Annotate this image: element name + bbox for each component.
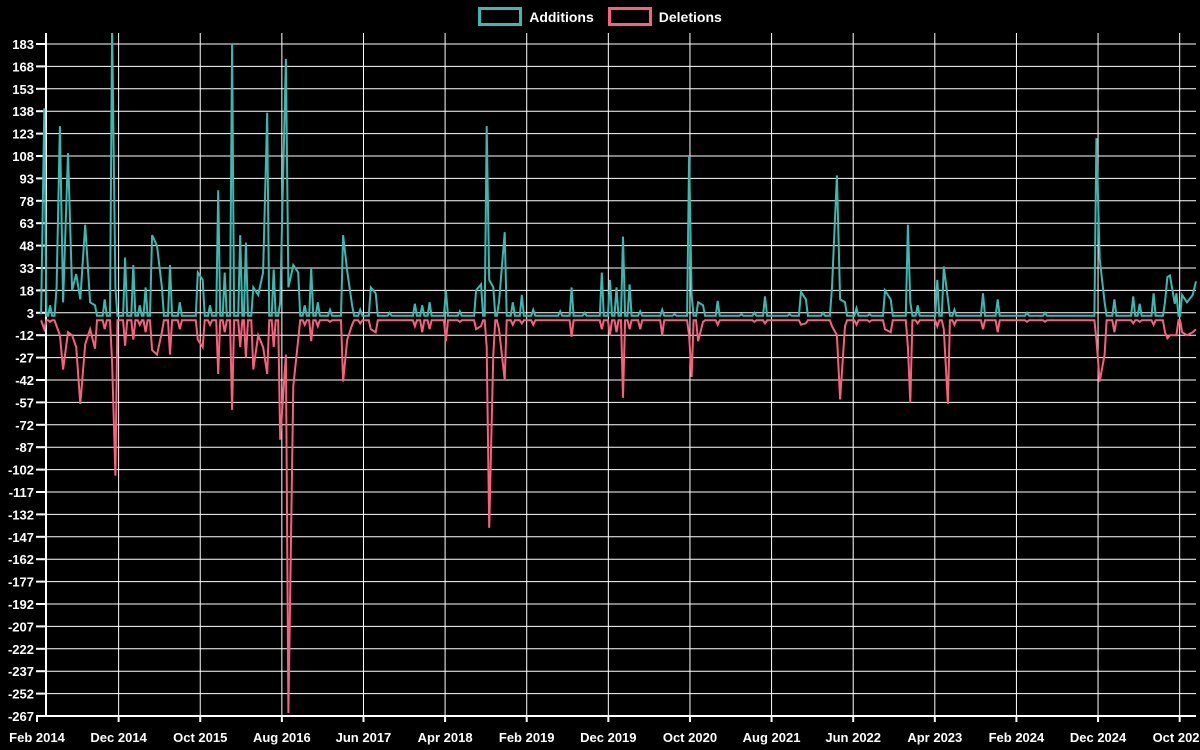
x-tick-label: Dec 2019: [580, 730, 636, 745]
x-tick-label: Apr 2023: [907, 730, 962, 745]
x-tick-label: Apr 2018: [418, 730, 473, 745]
legend-label-additions: Additions: [529, 8, 594, 25]
deletions-swatch-icon: [607, 7, 652, 26]
y-tick-label: -222: [8, 642, 34, 657]
y-tick-label: 3: [27, 306, 34, 321]
y-tick-label: -102: [8, 463, 34, 478]
legend-label-deletions: Deletions: [658, 8, 722, 25]
y-tick-label: 33: [20, 261, 34, 276]
x-tick-label: Jun 2017: [336, 730, 392, 745]
x-tick-label: Oct 2025: [1153, 730, 1200, 745]
legend-item-additions[interactable]: Additions: [478, 7, 594, 26]
x-tick-label: Oct 2015: [173, 730, 227, 745]
x-tick-label: Feb 2019: [499, 730, 555, 745]
y-tick-label: -207: [8, 619, 34, 634]
y-tick-label: 138: [12, 104, 34, 119]
y-tick-label: 123: [12, 127, 34, 142]
y-tick-label: 48: [20, 239, 34, 254]
y-tick-label: -72: [15, 418, 34, 433]
x-tick-label: Aug 2016: [253, 730, 311, 745]
y-tick-label: -12: [15, 328, 34, 343]
y-tick-label: -42: [15, 373, 34, 388]
y-tick-label: -57: [15, 395, 34, 410]
y-tick-label: -252: [8, 687, 34, 702]
x-tick-label: Oct 2020: [663, 730, 717, 745]
x-tick-label: Dec 2024: [1070, 730, 1127, 745]
y-tick-label: -267: [8, 709, 34, 724]
y-tick-label: 93: [20, 171, 34, 186]
x-tick-label: Feb 2014: [9, 730, 65, 745]
y-tick-label: 108: [12, 149, 34, 164]
x-tick-label: Feb 2024: [989, 730, 1045, 745]
y-tick-label: 63: [20, 216, 34, 231]
y-tick-label: 153: [12, 82, 34, 97]
y-tick-label: -117: [9, 485, 34, 500]
y-tick-label: -87: [15, 440, 34, 455]
additions-swatch-icon: [478, 7, 523, 26]
y-tick-label: -27: [15, 351, 34, 366]
y-tick-label: 168: [12, 59, 34, 74]
legend-item-deletions[interactable]: Deletions: [607, 7, 722, 26]
y-tick-label: -147: [8, 530, 34, 545]
y-tick-label: -132: [8, 507, 34, 522]
y-tick-label: 183: [12, 37, 34, 52]
y-tick-label: 18: [20, 283, 34, 298]
x-tick-label: Aug 2021: [743, 730, 801, 745]
x-tick-label: Jun 2022: [825, 730, 881, 745]
y-tick-label: 78: [20, 194, 34, 209]
y-tick-label: -162: [8, 552, 34, 567]
y-tick-label: -192: [8, 597, 34, 612]
y-tick-label: -237: [8, 664, 34, 679]
chart-legend: Additions Deletions: [0, 7, 1200, 26]
x-tick-label: Dec 2014: [90, 730, 147, 745]
y-tick-label: -177: [8, 575, 34, 590]
